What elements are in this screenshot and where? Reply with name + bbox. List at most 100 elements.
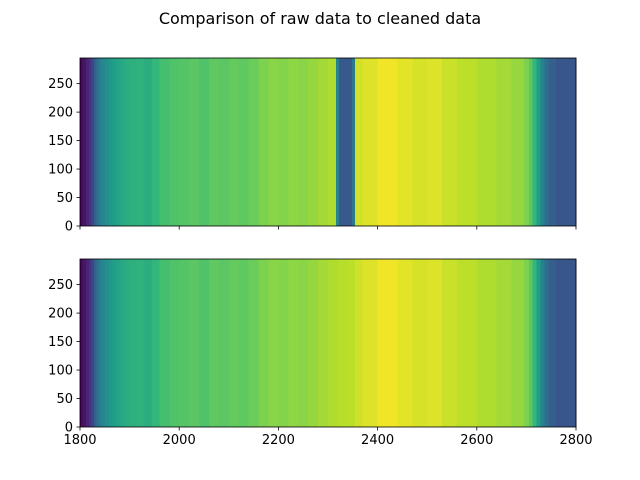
heatmap-column-band (199, 259, 210, 427)
heatmap-column-band (427, 259, 443, 427)
heatmap-column-band (228, 259, 240, 427)
heatmap-column-band (556, 58, 577, 226)
heatmap-column-band (208, 58, 220, 226)
heatmap-column-band (91, 259, 95, 427)
raw-data-heatmap: 0 50 100 150 200 250 (48, 57, 577, 235)
y-tick-label: 150 (48, 134, 73, 149)
heatmap-column-band (169, 58, 180, 226)
heatmap-column-band (159, 259, 170, 427)
heatmap-column-band (397, 259, 413, 427)
heatmap-column-band (189, 58, 200, 226)
heatmap-column-band (129, 58, 138, 226)
heatmap-column-band (137, 259, 145, 427)
heatmap-column-band (179, 259, 190, 427)
heatmap-column-band (179, 58, 190, 226)
heatmap-column-band (104, 259, 110, 427)
heatmap-column-band (528, 58, 533, 226)
heatmap-column-band (101, 58, 106, 226)
heatmap-column-band (268, 259, 279, 427)
heatmap-column-band (377, 259, 398, 427)
x-tick-label: 2400 (361, 433, 394, 448)
heatmap-column-band (137, 58, 145, 226)
heatmap-column-band (556, 259, 577, 427)
cleaned-data-heatmap: 0 50 100 150 200 250 1800 2000 2200 2400 2600 2800 (48, 258, 593, 448)
heatmap-column-band (351, 58, 356, 226)
heatmap-column-band (85, 58, 90, 226)
heatmap-column-band (328, 58, 337, 226)
heatmap-column-band (335, 58, 340, 226)
heatmap-column-band (442, 58, 458, 226)
heatmap-column-band (532, 259, 537, 427)
heatmap-column-band (80, 259, 83, 427)
heatmap-column-band (199, 58, 210, 226)
y-tick-label: 0 (65, 421, 73, 436)
heatmap-column-band (347, 259, 356, 427)
heatmap-column-band (278, 259, 289, 427)
x-tick-label: 2000 (163, 433, 196, 448)
heatmap-column-band (218, 259, 230, 427)
heatmap-column-band (412, 259, 428, 427)
heatmap-column-band (144, 259, 153, 427)
heatmap-column-band (116, 259, 122, 427)
heatmap-column-band (98, 259, 102, 427)
x-tick-label: 2600 (460, 433, 493, 448)
y-tick-label: 100 (48, 364, 73, 379)
axes-frame (79, 57, 577, 227)
heatmap-column-band (318, 58, 329, 226)
heatmap-column-band (116, 58, 122, 226)
heatmap-column-band (159, 58, 170, 226)
heatmap-column-band (96, 259, 100, 427)
heatmap-column-band (248, 259, 259, 427)
x-tick-label: 2200 (262, 433, 295, 448)
heatmap-column-band (189, 259, 200, 427)
heatmap-column-band (288, 58, 299, 226)
heatmap-column-band (151, 259, 160, 427)
heatmap-column-band (129, 259, 138, 427)
heatmap-column-band (523, 58, 530, 226)
heatmap-column-band (124, 259, 130, 427)
x-tick-label: 1800 (63, 433, 96, 448)
heatmap-column-band (112, 58, 118, 226)
heatmap-column-band (258, 58, 269, 226)
y-tick-label: 0 (65, 220, 73, 235)
heatmap-column-band (536, 259, 541, 427)
y-tick-label: 250 (48, 77, 73, 92)
heatmap-column-band (80, 58, 83, 226)
heatmap-column-band (98, 58, 102, 226)
heatmap-column-band (104, 58, 110, 226)
heatmap-column-band (318, 259, 329, 427)
heatmap-column-band (476, 58, 498, 226)
heatmap-column-band (108, 58, 114, 226)
heatmap-column-band (511, 259, 525, 427)
heatmap-column-band (218, 58, 230, 226)
heatmap-column-band (544, 259, 550, 427)
y-tick-label: 50 (56, 392, 73, 407)
heatmap-column-band (93, 259, 97, 427)
heatmap-column-band (354, 259, 364, 427)
heatmap-column-band (248, 58, 259, 226)
heatmap-column-band (124, 58, 130, 226)
heatmap-column-band (456, 58, 478, 226)
heatmap-column-band (540, 58, 545, 226)
heatmap-column-band (308, 58, 319, 226)
heatmap-column-band (412, 58, 428, 226)
heatmap-column-band (151, 58, 160, 226)
heatmap-column-band (258, 259, 269, 427)
heatmap-column-band (298, 259, 309, 427)
heatmap-column-band (101, 259, 106, 427)
y-tick-label: 200 (48, 307, 73, 322)
figure-title: Comparison of raw data to cleaned data (158, 9, 482, 28)
heatmap-column-band (511, 58, 525, 226)
heatmap-column-band (88, 58, 92, 226)
heatmap-column-band (536, 58, 541, 226)
y-tick-label: 50 (56, 191, 73, 206)
heatmap-column-band (268, 58, 279, 226)
heatmap-column-band (397, 58, 413, 226)
y-tick-label: 250 (48, 278, 73, 293)
heatmap-column-band (362, 259, 378, 427)
heatmap-column-band (288, 259, 299, 427)
heatmap-column-band (308, 259, 319, 427)
heatmap-column-band (328, 259, 339, 427)
heatmap-column-band (540, 259, 545, 427)
heatmap-column-band (85, 259, 90, 427)
